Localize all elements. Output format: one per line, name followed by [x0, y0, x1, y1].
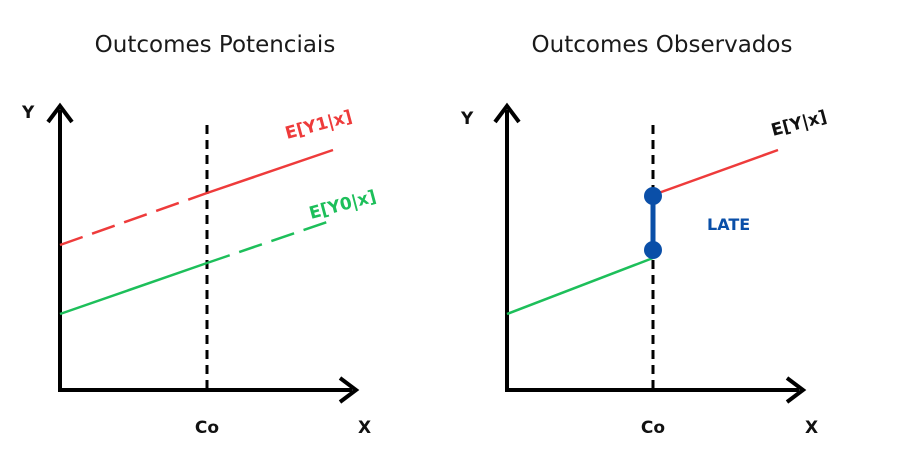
left-control-curve-solid — [59, 261, 208, 316]
right-panel-title: Outcomes Observados — [532, 32, 793, 58]
right-x-axis-arrow-icon — [785, 376, 807, 404]
right-axes — [493, 102, 807, 404]
late-upper-point — [644, 187, 662, 205]
late-lower-point — [644, 241, 662, 259]
left-panel: Outcomes Potenciais Y X Co E[Y1|x] E[Y0|… — [21, 32, 378, 438]
right-panel: Outcomes Observados Y X Co LATE E[Y|x] — [460, 32, 829, 438]
right-observed-treated-segment — [652, 148, 779, 197]
left-treated-curve-label: E[Y1|x] — [283, 107, 354, 144]
right-observed-control-segment — [506, 256, 654, 316]
left-x-label: X — [358, 418, 371, 438]
left-cutoff-label: Co — [195, 418, 219, 438]
right-y-label: Y — [460, 109, 474, 129]
right-cutoff-label: Co — [641, 418, 665, 438]
left-y-label: Y — [21, 103, 35, 123]
right-observed-curve-label: E[Y|x] — [769, 107, 829, 141]
left-x-axis-arrow-icon — [338, 376, 360, 404]
left-control-curve-dashed — [206, 218, 334, 265]
left-axes — [46, 102, 360, 404]
left-y-axis-arrow-icon — [46, 102, 74, 124]
right-y-axis-arrow-icon — [493, 102, 521, 124]
right-x-label: X — [805, 418, 818, 438]
left-treated-curve-solid — [206, 148, 334, 195]
left-control-curve-label: E[Y0|x] — [307, 187, 378, 224]
left-treated-curve-dashed — [59, 191, 208, 247]
left-panel-title: Outcomes Potenciais — [95, 32, 336, 58]
late-label: LATE — [707, 215, 750, 234]
